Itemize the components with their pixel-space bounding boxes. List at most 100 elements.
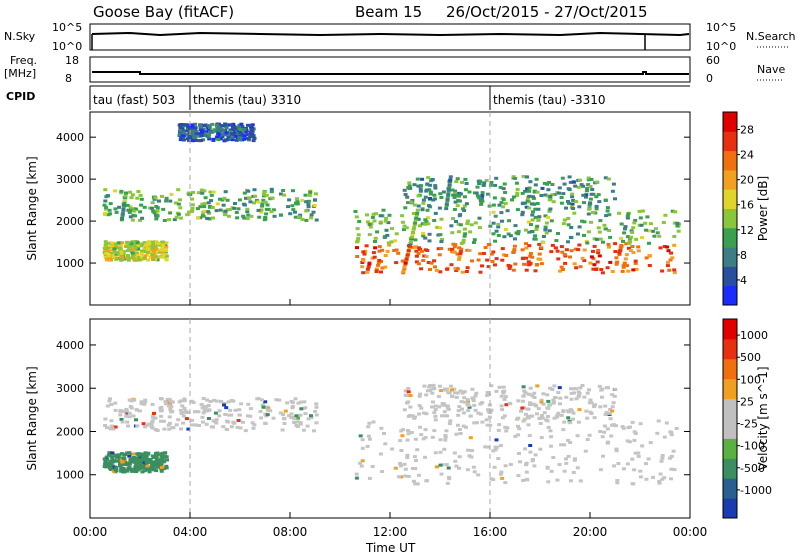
power-echo-cell [227, 208, 232, 212]
velocity-echo-cell [178, 408, 183, 412]
power-y-tick-label: 3000 [56, 173, 84, 186]
velocity-echo-cell [658, 472, 663, 476]
power-echo-cell [477, 196, 482, 200]
power-echo-cell [604, 214, 609, 218]
velocity-echo-cell [167, 415, 172, 419]
power-echo-cell [422, 254, 427, 258]
velocity-echo-cell [415, 482, 420, 486]
power-echo-cell [357, 220, 362, 223]
velocity-echo-cell [411, 479, 416, 483]
power-echo-cell [403, 261, 408, 265]
power-echo-cell [526, 220, 531, 224]
velocity-echo-cell [548, 429, 553, 433]
power-echo-cell [439, 247, 444, 250]
power-echo-cell [579, 183, 584, 187]
velocity-echo-cell [669, 454, 674, 458]
power-echo-cell [446, 194, 451, 198]
power-echo-cell [164, 244, 169, 248]
power-y-tick-label: 2000 [56, 215, 84, 228]
power-echo-cell [530, 218, 535, 222]
velocity-echo-cell [461, 411, 466, 415]
power-echo-cell [240, 131, 245, 135]
power-echo-cell [164, 254, 169, 258]
velocity-echo-cell [415, 448, 420, 452]
power-echo-cell [190, 139, 195, 143]
velocity-echo-cell [545, 406, 550, 410]
power-colorbar-tick-label: 4 [740, 274, 747, 287]
velocity-echo-cell [422, 384, 427, 388]
power-echo-cell [203, 196, 208, 200]
velocity-echo-cell [501, 385, 506, 389]
power-echo-cell [119, 241, 124, 245]
power-echo-cell [589, 255, 594, 259]
velocity-echo-cell [662, 435, 667, 439]
power-echo-cell [607, 213, 612, 217]
velocity-echo-cell [200, 415, 205, 419]
velocity-echo-cell [303, 406, 308, 410]
power-echo-cell [104, 207, 108, 211]
power-echo-cell [585, 241, 590, 245]
power-echo-cell [227, 130, 232, 134]
power-echo-cell [556, 232, 560, 235]
power-echo-cell [164, 199, 169, 203]
power-echo-cell [153, 196, 158, 200]
velocity-echo-cell [432, 411, 437, 415]
velocity-echo-cell [205, 398, 210, 402]
nave-tick-top: 60 [706, 54, 720, 67]
velocity-echo-cell [402, 462, 407, 466]
velocity-echo-cell [120, 460, 125, 464]
velocity-echo-cell [448, 384, 453, 388]
power-echo-cell [507, 219, 512, 223]
power-echo-cell [472, 238, 477, 242]
power-echo-cell [403, 206, 408, 210]
power-echo-cell [445, 267, 450, 271]
velocity-echo-cell [159, 405, 164, 409]
power-echo-cell [410, 235, 414, 239]
velocity-echo-cell [532, 396, 537, 399]
power-echo-cell [486, 243, 491, 246]
power-echo-cell [420, 249, 424, 253]
power-echo-cell [493, 214, 498, 218]
velocity-echo-cell [292, 417, 297, 420]
power-echo-cell [365, 220, 370, 224]
velocity-echo-cell [409, 431, 414, 434]
velocity-echo-cell [430, 435, 435, 439]
power-echo-cell [151, 249, 156, 253]
velocity-echo-cell [433, 404, 438, 408]
power-echo-cell [505, 209, 510, 213]
power-echo-cell [503, 202, 508, 205]
velocity-echo-cell [530, 414, 535, 418]
power-echo-cell [511, 195, 516, 199]
power-echo-cell [244, 196, 248, 200]
velocity-echo-cell [290, 406, 295, 410]
velocity-echo-cell [565, 409, 570, 413]
velocity-echo-cell [204, 405, 209, 409]
velocity-echo-cell [522, 417, 527, 421]
power-echo-cell [527, 189, 531, 193]
power-echo-cell [446, 192, 451, 196]
station-title: Goose Bay (fitACF) [93, 3, 234, 21]
velocity-echo-cell [399, 449, 404, 452]
velocity-echo-cell [566, 416, 571, 420]
velocity-echo-cell [125, 420, 130, 424]
power-echo-cell [557, 186, 562, 190]
freq-tick-bottom: 8 [65, 72, 72, 85]
velocity-echo-cell [390, 447, 395, 451]
power-echo-cell [551, 200, 556, 204]
power-echo-cell [570, 202, 575, 206]
velocity-echo-cell [413, 437, 418, 441]
power-echo-cell [480, 196, 484, 200]
velocity-echo-cell [573, 457, 577, 461]
power-echo-cell [414, 213, 419, 217]
power-echo-cell [223, 122, 228, 126]
power-echo-cell [637, 209, 642, 213]
velocity-echo-cell [354, 476, 359, 480]
velocity-echo-cell [208, 400, 213, 403]
power-echo-cell [252, 188, 257, 192]
velocity-echo-cell [131, 414, 136, 418]
power-colorbar-tick-label: 16 [740, 199, 754, 212]
velocity-echo-cell [632, 430, 637, 434]
power-echo-cell [447, 247, 452, 251]
power-echo-cell [121, 252, 126, 256]
velocity-echo-cell [517, 427, 522, 431]
